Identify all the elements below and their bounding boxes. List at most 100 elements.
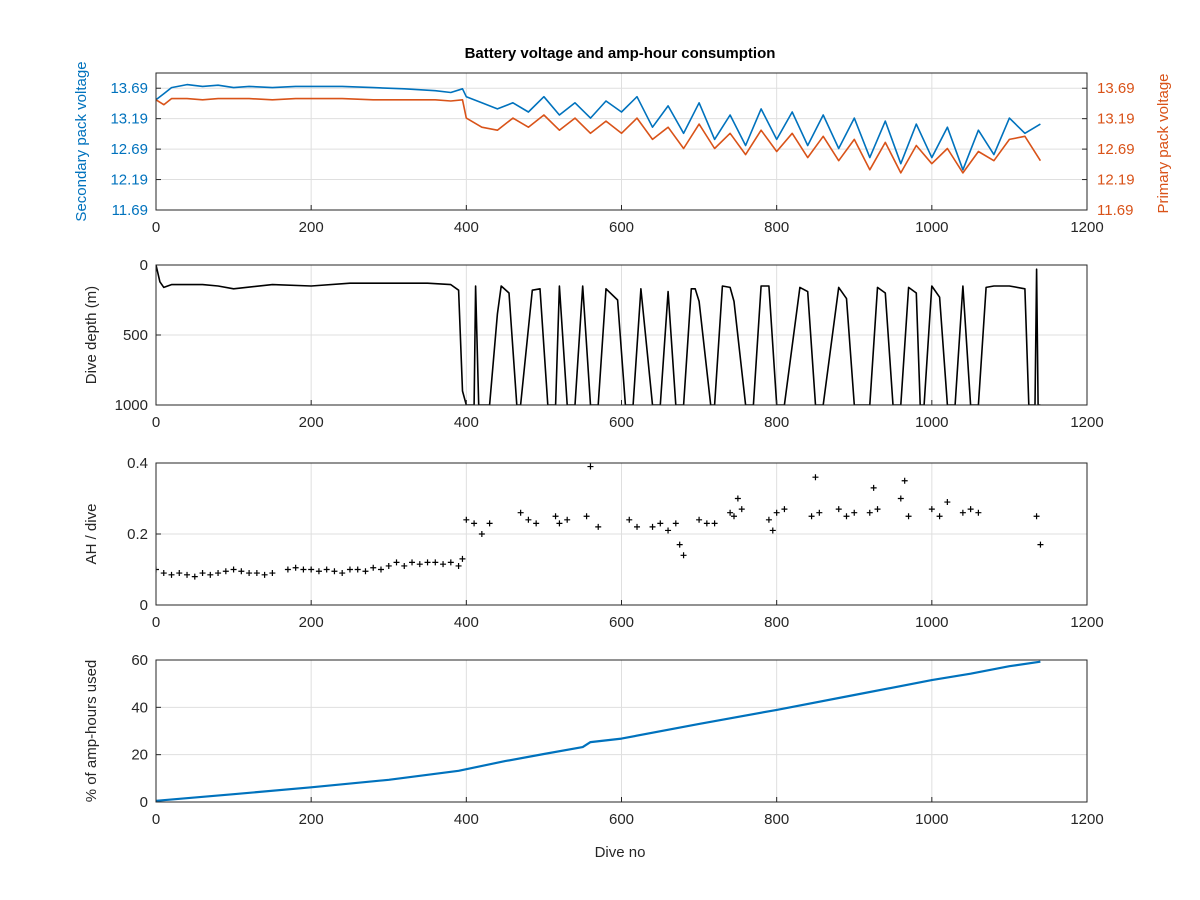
y-tick-label: 0 <box>140 257 148 274</box>
x-tick-label: 1200 <box>1070 414 1103 431</box>
data-point <box>184 571 191 578</box>
data-point <box>1033 513 1040 520</box>
data-point <box>680 552 687 559</box>
data-point <box>897 495 904 502</box>
plot-panel-2: 0 200 400 600 800 1000 1200 0 500 1000 Dive depth … <box>83 257 1104 431</box>
data-point <box>773 509 780 516</box>
data-point <box>346 566 353 573</box>
x-tick-label: 200 <box>299 811 324 828</box>
data-point <box>657 520 664 527</box>
data-point <box>665 527 672 534</box>
data-point <box>486 520 493 527</box>
x-tick-label: 200 <box>299 219 324 236</box>
data-point <box>967 506 974 513</box>
x-tick-label: 1200 <box>1070 219 1103 236</box>
data-point <box>587 463 594 470</box>
x-tick-label: 200 <box>299 414 324 431</box>
x-tick-label: 600 <box>609 811 634 828</box>
x-tick-label: 0 <box>152 219 160 236</box>
y-tick-label: 60 <box>131 652 148 669</box>
data-point <box>959 509 966 516</box>
y-tick-label: 12.19 <box>110 172 148 189</box>
data-point <box>711 520 718 527</box>
data-point <box>447 559 454 566</box>
x-tick-label: 800 <box>764 219 789 236</box>
data-point <box>215 570 222 577</box>
x-tick-label: 400 <box>454 614 479 631</box>
data-point <box>416 561 423 568</box>
data-point <box>944 499 951 506</box>
data-point <box>517 509 524 516</box>
data-point <box>370 564 377 571</box>
y-tick-label: 500 <box>123 327 148 344</box>
data-point <box>901 477 908 484</box>
y-tick-label-right: 12.19 <box>1097 172 1135 189</box>
data-point <box>1037 541 1044 548</box>
data-point <box>199 570 206 577</box>
series-line-1 <box>156 265 1041 405</box>
data-point <box>207 571 214 578</box>
data-point <box>478 531 485 537</box>
y-tick-label-right: 12.69 <box>1097 141 1135 158</box>
x-tick-label: 800 <box>764 614 789 631</box>
x-axis-label: Dive no <box>595 844 646 861</box>
x-tick-label: 400 <box>454 219 479 236</box>
y-axis-label-right: Primary pack voltage <box>1155 73 1172 213</box>
data-point <box>564 516 571 523</box>
data-point <box>393 559 400 566</box>
data-point <box>525 516 532 523</box>
x-tick-label: 400 <box>454 414 479 431</box>
series-line-1 <box>156 660 1041 802</box>
x-tick-label: 200 <box>299 614 324 631</box>
data-point <box>424 559 431 566</box>
data-point <box>230 566 237 573</box>
data-point <box>696 516 703 523</box>
x-tick-label: 800 <box>764 811 789 828</box>
y-tick-label: 0.2 <box>127 526 148 543</box>
y-tick-label: 40 <box>131 699 148 716</box>
data-point <box>323 566 330 573</box>
x-tick-label: 0 <box>152 614 160 631</box>
x-tick-label: 1200 <box>1070 811 1103 828</box>
data-point <box>300 566 307 573</box>
data-point <box>246 570 253 577</box>
x-tick-label: 600 <box>609 614 634 631</box>
y-tick-label-right: 13.19 <box>1097 111 1135 128</box>
y-tick-label: 20 <box>131 747 148 764</box>
y-axis-label: Dive depth (m) <box>83 286 100 384</box>
data-point <box>168 571 175 578</box>
data-point <box>765 516 772 523</box>
data-point <box>432 559 439 566</box>
series-line-1 <box>156 83 1041 171</box>
y-axis-label: Secondary pack voltage <box>73 61 90 221</box>
data-point <box>385 562 392 569</box>
data-point <box>440 561 447 568</box>
data-point <box>401 562 408 569</box>
data-point <box>292 564 299 571</box>
y-tick-label: 0 <box>140 597 148 614</box>
x-tick-label: 600 <box>609 414 634 431</box>
data-point <box>730 513 737 520</box>
x-tick-label: 400 <box>454 811 479 828</box>
data-point <box>595 523 602 530</box>
data-point <box>160 570 167 577</box>
data-point <box>843 513 850 520</box>
y-tick-label: 1000 <box>115 397 148 414</box>
plot-panel-4: 0 200 400 600 800 1000 1200 0 20 40 60 % of amp-hou… <box>83 652 1104 828</box>
data-point <box>808 513 815 520</box>
y-tick-label: 12.69 <box>110 141 148 158</box>
data-point <box>533 520 540 527</box>
data-point <box>703 520 710 527</box>
plot-panel-3: 0 200 400 600 800 1000 1200 0 0.2 0.4 AH / dive <box>83 455 1104 631</box>
data-point <box>769 527 776 534</box>
data-point <box>626 516 633 523</box>
data-point <box>905 513 912 520</box>
data-point <box>936 513 943 520</box>
data-point <box>471 520 478 527</box>
data-point <box>463 516 470 523</box>
data-point <box>253 570 260 577</box>
y-axis-label: % of amp-hours used <box>83 660 100 803</box>
data-point <box>308 566 315 573</box>
data-point <box>354 566 361 573</box>
